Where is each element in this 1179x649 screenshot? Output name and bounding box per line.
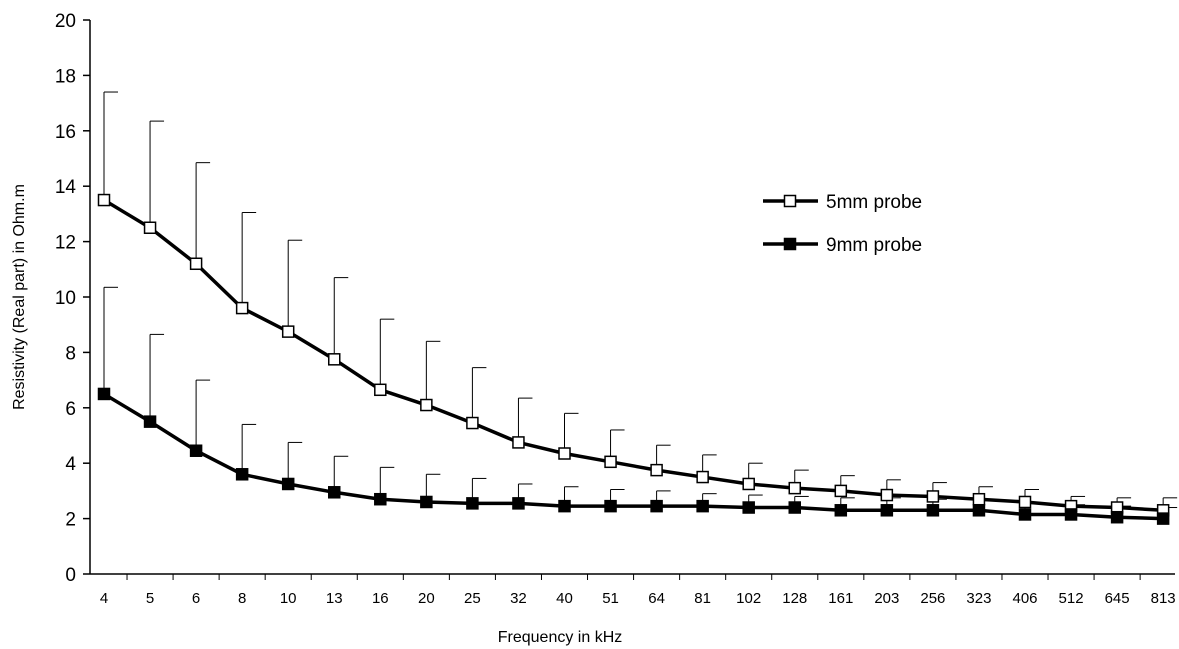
data-point-5mm-probe bbox=[926, 490, 940, 503]
x-tick-label: 81 bbox=[694, 590, 711, 607]
y-tick-label: 10 bbox=[55, 288, 76, 309]
data-point-9mm-probe bbox=[834, 504, 848, 517]
y-tick-label: 8 bbox=[65, 343, 76, 364]
y-tick-label: 4 bbox=[65, 454, 76, 475]
data-point-9mm-probe bbox=[328, 486, 341, 499]
y-tick-label: 0 bbox=[65, 565, 76, 586]
data-point-9mm-probe bbox=[696, 499, 709, 513]
series-line-9mm-probe bbox=[103, 392, 1164, 521]
data-point-5mm-probe bbox=[1018, 495, 1032, 509]
data-point-5mm-probe bbox=[834, 484, 848, 498]
data-point-5mm-probe bbox=[650, 463, 663, 477]
y-tick-label: 18 bbox=[55, 66, 76, 87]
y-axis-title: Resistivity (Real part) in Ohm.m bbox=[11, 184, 28, 410]
error-bars bbox=[103, 91, 1178, 519]
x-tick-label: 20 bbox=[418, 590, 435, 607]
series-lines bbox=[103, 198, 1164, 521]
y-ticks: 0 2 4 6 8 10 12 14 16 18 20 bbox=[55, 11, 90, 586]
x-tick-label: 645 bbox=[1105, 590, 1130, 607]
data-point-9mm-probe bbox=[604, 499, 617, 513]
x-tick-label: 5 bbox=[146, 590, 154, 607]
y-tick-label: 12 bbox=[55, 233, 76, 254]
series-line-5mm-probe bbox=[103, 198, 1164, 513]
data-point-5mm-probe bbox=[880, 488, 894, 502]
x-tick-label: 64 bbox=[648, 590, 665, 607]
x-tick-label: 323 bbox=[966, 590, 991, 607]
data-point-5mm-probe bbox=[281, 325, 295, 338]
data-point-9mm-probe bbox=[742, 501, 755, 514]
y-tick-label: 16 bbox=[55, 122, 76, 143]
x-tick-label: 51 bbox=[602, 590, 619, 607]
x-tick-label: 32 bbox=[510, 590, 527, 607]
legend-marker-9mm-probe bbox=[783, 237, 797, 251]
x-tick-label: 25 bbox=[464, 590, 481, 607]
data-point-5mm-probe bbox=[97, 193, 111, 207]
x-tick-label: 512 bbox=[1059, 590, 1084, 607]
data-point-9mm-probe bbox=[788, 501, 801, 514]
y-tick-label: 14 bbox=[55, 177, 77, 198]
data-point-9mm-probe bbox=[558, 499, 571, 513]
data-point-9mm-probe bbox=[420, 495, 433, 509]
y-tick-label: 20 bbox=[55, 11, 76, 32]
x-tick-label: 203 bbox=[874, 590, 899, 607]
data-point-5mm-probe bbox=[420, 398, 433, 412]
data-point-5mm-probe bbox=[972, 492, 986, 506]
data-point-9mm-probe bbox=[374, 492, 387, 506]
x-tick-label: 128 bbox=[782, 590, 807, 607]
x-tick-label: 4 bbox=[100, 590, 108, 607]
x-tick-label: 6 bbox=[192, 590, 200, 607]
data-point-9mm-probe bbox=[1156, 512, 1170, 525]
series-markers bbox=[97, 193, 1170, 525]
data-point-5mm-probe bbox=[512, 436, 525, 449]
y-tick-label: 2 bbox=[65, 510, 76, 531]
x-tick-label: 8 bbox=[238, 590, 246, 607]
data-point-9mm-probe bbox=[512, 497, 525, 510]
x-axis-title: Frequency in kHz bbox=[498, 629, 623, 646]
data-point-9mm-probe bbox=[1064, 508, 1078, 521]
x-tick-label: 13 bbox=[326, 590, 343, 607]
legend-label-9mm-probe: 9mm probe bbox=[826, 235, 922, 256]
data-point-9mm-probe bbox=[235, 468, 249, 481]
data-point-9mm-probe bbox=[281, 477, 295, 491]
x-tick-label: 40 bbox=[556, 590, 573, 607]
x-ticks: 4 5 6 8 10 13 16 20 25 32 40 51 64 81 102 128 161 203 256 3… bbox=[100, 574, 1176, 607]
data-point-5mm-probe bbox=[696, 470, 709, 484]
x-tick-label: 161 bbox=[828, 590, 853, 607]
data-point-5mm-probe bbox=[604, 455, 617, 469]
legend-label-5mm-probe: 5mm probe bbox=[826, 192, 922, 213]
data-point-9mm-probe bbox=[143, 415, 157, 428]
data-point-9mm-probe bbox=[972, 504, 986, 517]
legend: 5mm probe 9mm probe bbox=[763, 192, 922, 256]
x-tick-label: 406 bbox=[1012, 590, 1037, 607]
data-point-5mm-probe bbox=[374, 383, 387, 397]
data-point-9mm-probe bbox=[189, 444, 203, 457]
legend-marker-5mm-probe bbox=[783, 194, 797, 208]
x-tick-label: 10 bbox=[280, 590, 297, 607]
data-point-9mm-probe bbox=[880, 504, 894, 517]
data-point-5mm-probe bbox=[742, 477, 755, 491]
x-tick-label: 102 bbox=[736, 590, 761, 607]
y-tick-label: 6 bbox=[65, 399, 76, 420]
data-point-5mm-probe bbox=[235, 301, 249, 315]
data-point-9mm-probe bbox=[466, 497, 479, 510]
data-point-9mm-probe bbox=[1018, 508, 1032, 521]
axes bbox=[89, 20, 1175, 575]
data-point-9mm-probe bbox=[1110, 510, 1124, 524]
data-point-9mm-probe bbox=[926, 504, 940, 517]
x-tick-label: 256 bbox=[920, 590, 945, 607]
data-point-5mm-probe bbox=[328, 353, 341, 366]
data-point-5mm-probe bbox=[143, 221, 157, 234]
x-tick-label: 16 bbox=[372, 590, 389, 607]
data-point-9mm-probe bbox=[650, 499, 663, 513]
data-point-5mm-probe bbox=[558, 447, 571, 460]
data-point-5mm-probe bbox=[189, 257, 203, 271]
data-point-5mm-probe bbox=[788, 481, 801, 495]
x-tick-label: 813 bbox=[1151, 590, 1176, 607]
data-point-5mm-probe bbox=[466, 416, 479, 430]
data-point-9mm-probe bbox=[97, 387, 111, 401]
